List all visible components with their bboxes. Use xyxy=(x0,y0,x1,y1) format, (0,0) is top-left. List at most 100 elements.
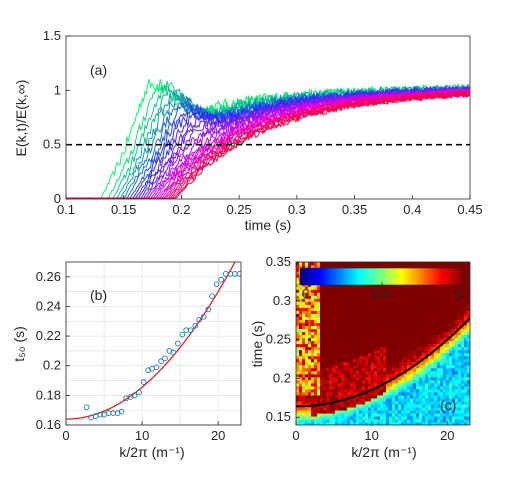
panel-c-heat-cell xyxy=(332,289,336,293)
panel-c-heat-cell xyxy=(299,325,303,330)
panel-c-heat-cell xyxy=(410,337,414,342)
panel-c-heat-cell xyxy=(410,376,414,381)
panel-c-heat-cell xyxy=(305,304,309,308)
panel-c-heat-cell xyxy=(431,412,435,417)
panel-c-heat-cell xyxy=(449,286,453,290)
panel-c-heat-cell xyxy=(368,373,372,378)
panel-c-heat-cell xyxy=(350,349,354,354)
panel-c-heat-cell xyxy=(404,352,408,357)
panel-c-heat-cell xyxy=(389,376,393,381)
panel-c-heat-cell xyxy=(437,373,441,378)
panel-c-heat-cell xyxy=(425,412,429,417)
panel-c-heat-cell xyxy=(314,346,318,351)
panel-c-heat-cell xyxy=(344,418,348,423)
panel-c-heat-cell xyxy=(347,265,351,269)
panel-c-heat-cell xyxy=(389,421,393,425)
panel-c-heat-cell xyxy=(392,355,396,360)
panel-c-heat-cell xyxy=(434,307,438,311)
panel-c-heat-cell xyxy=(368,346,372,351)
panel-b-point xyxy=(200,313,207,320)
panel-c-heat-cell xyxy=(323,415,327,420)
panel-c-heat-cell xyxy=(398,382,402,387)
panel-c-heat-cell xyxy=(413,355,417,360)
panel-c-heat-cell xyxy=(419,313,423,317)
panel-c-heat-cell xyxy=(353,310,357,314)
panel-c-heat-cell xyxy=(332,322,336,326)
panel-c-heat-cell xyxy=(359,382,363,387)
panel-c-heat-cell xyxy=(344,310,348,314)
panel-c-heat-cell xyxy=(341,340,345,345)
panel-c-heat-cell xyxy=(326,406,330,411)
panel-c-heat-cell xyxy=(347,289,351,293)
panel-c-heat-cell xyxy=(296,301,300,305)
panel-c-heat-cell xyxy=(320,394,324,399)
panel-c-heat-cell xyxy=(428,358,432,363)
panel-c-heat-cell xyxy=(416,406,420,411)
panel-c-heat-cell xyxy=(392,322,396,326)
panel-c-heat-cell xyxy=(302,346,306,351)
panel-c-heat-cell xyxy=(458,319,462,323)
panel-c-heat-cell xyxy=(404,382,408,387)
panel-c-heat-cell xyxy=(392,295,396,299)
panel-c-heat-cell xyxy=(455,415,459,420)
panel-c-heat-cell xyxy=(305,337,309,342)
panel-c-heat-cell xyxy=(416,391,420,396)
panel-c-heat-cell xyxy=(413,319,417,323)
panel-c-heat-cell xyxy=(326,382,330,387)
panel-c-heat-cell xyxy=(386,367,390,372)
panel-c-heat-cell xyxy=(323,403,327,408)
panel-c-heat-cell xyxy=(362,334,366,339)
panel-c-heat-cell xyxy=(434,304,438,308)
panel-c-heat-cell xyxy=(437,298,441,302)
panel-c-heat-cell xyxy=(323,286,327,290)
panel-c-heat-cell xyxy=(446,313,450,317)
panel-c-heat-cell xyxy=(446,355,450,360)
panel-c-heat-cell xyxy=(395,367,399,372)
panel-c-heat-cell xyxy=(419,334,423,339)
panel-c-heat-cell xyxy=(449,385,453,390)
panel-c-heat-cell xyxy=(386,322,390,326)
panel-c-heat-cell xyxy=(371,391,375,396)
panel-c-heat-cell xyxy=(344,343,348,348)
panel-c-heat-cell xyxy=(383,361,387,366)
panel-b-point xyxy=(192,322,199,329)
panel-c-heat-cell xyxy=(419,310,423,314)
panel-c-heat-cell xyxy=(356,304,360,308)
panel-c-heat-cell xyxy=(458,403,462,408)
panel-c-heat-cell xyxy=(422,409,426,414)
panel-c-heat-cell xyxy=(374,265,378,269)
panel-c-heat-cell xyxy=(308,301,312,305)
panel-c-heat-cell xyxy=(437,343,441,348)
panel-c-heat-cell xyxy=(425,379,429,384)
panel-c-heat-cell xyxy=(332,376,336,381)
panel-c-heat-cell xyxy=(317,397,321,402)
panel-c-heat-cell xyxy=(440,313,444,317)
panel-b-ytick-label: 0.16 xyxy=(36,417,61,432)
panel-b-xlabel: k/2π (m⁻¹) xyxy=(119,444,184,460)
panel-c-heat-cell xyxy=(341,343,345,348)
panel-c-heat-cell xyxy=(362,352,366,357)
panel-c-heat-cell xyxy=(323,328,327,333)
panel-c-heat-cell xyxy=(416,301,420,305)
panel-c-heat-cell xyxy=(347,262,351,266)
panel-c-heat-cell xyxy=(371,340,375,345)
panel-c-heat-cell xyxy=(407,286,411,290)
panel-c-heat-cell xyxy=(311,298,315,302)
panel-c-heat-cell xyxy=(431,334,435,339)
panel-c-heat-cell xyxy=(398,397,402,402)
panel-b-point xyxy=(232,271,238,277)
panel-c-heat-cell xyxy=(305,349,309,354)
panel-c-heat-cell xyxy=(398,403,402,408)
panel-c-heat-cell xyxy=(368,322,372,326)
panel-c-heat-cell xyxy=(455,316,459,320)
panel-c-heat-cell xyxy=(386,343,390,348)
panel-c-heat-cell xyxy=(302,397,306,402)
panel-c-heat-cell xyxy=(455,346,459,351)
panel-c-heat-cell xyxy=(299,289,303,293)
panel-c-heat-cell xyxy=(314,340,318,345)
panel-c-heat-cell xyxy=(449,262,453,266)
panel-c-heat-cell xyxy=(467,295,470,299)
panel-c-heat-cell xyxy=(326,367,330,372)
panel-c-heat-cell xyxy=(449,358,453,363)
panel-c-heat-cell xyxy=(329,361,333,366)
